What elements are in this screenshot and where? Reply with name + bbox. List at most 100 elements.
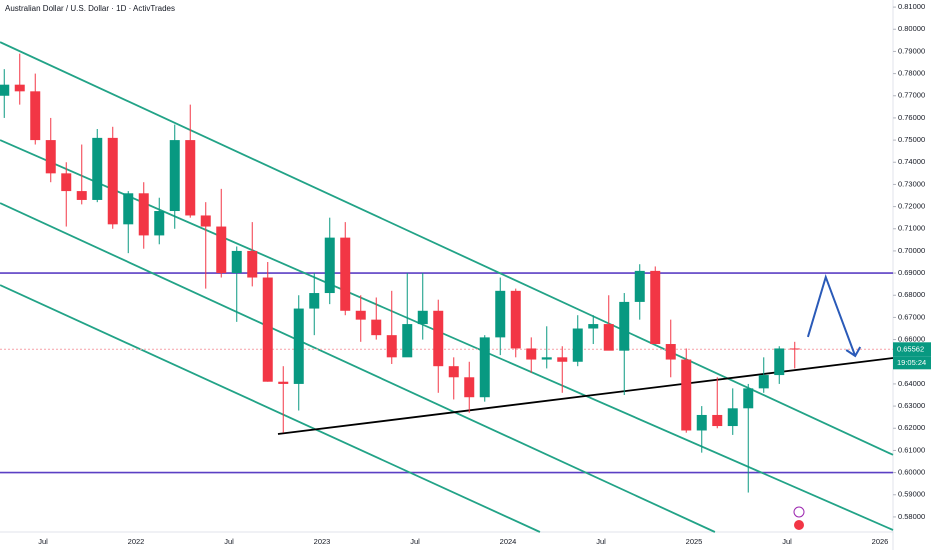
y-tick-label: 0.76000 — [898, 113, 925, 122]
last-price-box — [893, 342, 931, 357]
candle-body — [743, 388, 754, 409]
y-tick-label: 0.70000 — [898, 246, 925, 255]
x-tick-label: Jul — [38, 537, 48, 546]
y-tick-label: 0.79000 — [898, 46, 925, 55]
candle-body — [603, 324, 614, 351]
candle-body — [293, 308, 304, 384]
candle-body — [309, 293, 320, 309]
y-tick-label: 0.64000 — [898, 379, 925, 388]
trend-line — [0, 284, 541, 533]
candle-body — [30, 91, 41, 141]
x-tick-label: 2023 — [314, 537, 331, 546]
trend-line — [0, 202, 716, 533]
x-tick-label: 2026 — [872, 537, 889, 546]
icon — [793, 506, 805, 518]
countdown-box — [893, 356, 931, 370]
x-tick-label: 2025 — [686, 537, 703, 546]
candle-body — [696, 414, 707, 431]
candle-body — [324, 237, 335, 294]
candle-body — [45, 140, 56, 174]
candle-body — [650, 270, 661, 345]
candle-body — [371, 319, 382, 336]
candle-body — [340, 237, 351, 311]
candle-body — [665, 344, 676, 360]
y-tick-label: 0.78000 — [898, 69, 925, 78]
candle-body — [355, 310, 366, 320]
candle-body — [464, 377, 475, 398]
y-tick-label: 0.62000 — [898, 423, 925, 432]
x-tick-label: Jul — [782, 537, 792, 546]
y-tick-label: 0.66000 — [898, 335, 925, 344]
candle-body — [154, 211, 165, 236]
plot — [0, 41, 894, 533]
chart-title: Australian Dollar / U.S. Dollar · 1D · A… — [5, 4, 175, 13]
candle-body — [107, 137, 118, 225]
arrow-head — [845, 346, 862, 358]
candle-body — [200, 215, 211, 227]
y-tick-label: 0.67000 — [898, 312, 925, 321]
candle-body — [433, 310, 444, 367]
candle-body — [774, 348, 785, 376]
x-tick-label: 2022 — [128, 537, 145, 546]
candle-body — [417, 310, 428, 325]
candle-body — [14, 84, 25, 92]
icon — [794, 520, 804, 530]
candle-body — [479, 337, 490, 398]
last-price-label: 0.65562 — [897, 344, 924, 353]
y-tick-label: 0.81000 — [898, 2, 925, 11]
x-tick-label: Jul — [224, 537, 234, 546]
y-tick-label: 0.63000 — [898, 401, 925, 410]
candle-body — [448, 366, 459, 378]
candle-body — [216, 226, 227, 274]
y-tick-label: 0.72000 — [898, 202, 925, 211]
trend-line — [0, 139, 894, 531]
candle-body — [61, 173, 72, 192]
candle-body — [681, 359, 692, 431]
candle-body — [588, 324, 599, 329]
candle-body — [557, 357, 568, 362]
y-tick-label: 0.74000 — [898, 157, 925, 166]
x-tick-label: Jul — [410, 537, 420, 546]
candle-body — [386, 335, 397, 358]
y-tick-label: 0.73000 — [898, 179, 925, 188]
y-tick-label: 0.60000 — [898, 468, 925, 477]
candle-body — [138, 193, 149, 236]
candle-body — [495, 290, 506, 338]
trend-line — [277, 357, 894, 435]
indicator-icons — [793, 506, 805, 530]
y-tick-label: 0.75000 — [898, 135, 925, 144]
candle-body — [231, 250, 242, 274]
y-tick-label: 0.80000 — [898, 24, 925, 33]
candle-body — [619, 301, 630, 351]
candle-body — [76, 191, 87, 200]
candle-body — [123, 193, 134, 225]
candle-body — [185, 140, 196, 216]
trend-line — [0, 41, 894, 456]
candle-body — [789, 348, 800, 350]
candle-body — [169, 140, 180, 212]
candle-body — [634, 270, 645, 302]
candle-body — [0, 84, 10, 96]
y-tick-label: 0.61000 — [898, 445, 925, 454]
candle-body — [712, 414, 723, 427]
countdown-label: 19:05:24 — [897, 358, 926, 367]
candle-body — [510, 290, 521, 349]
y-tick-label: 0.69000 — [898, 268, 925, 277]
candle-body — [572, 328, 583, 362]
candle-body — [278, 381, 289, 384]
y-tick-label: 0.77000 — [898, 91, 925, 100]
y-tick-label: 0.59000 — [898, 490, 925, 499]
y-tick-label: 0.58000 — [898, 512, 925, 521]
candle-body — [402, 324, 413, 358]
candle-body — [247, 250, 258, 278]
candle-body — [541, 357, 552, 360]
x-tick-label: 2024 — [500, 537, 517, 546]
y-tick-label: 0.71000 — [898, 224, 925, 233]
candle-body — [262, 277, 273, 382]
y-tick-label: 0.68000 — [898, 290, 925, 299]
candle-body — [758, 375, 769, 389]
x-tick-label: Jul — [596, 537, 606, 546]
forecast-arrow — [806, 273, 857, 357]
